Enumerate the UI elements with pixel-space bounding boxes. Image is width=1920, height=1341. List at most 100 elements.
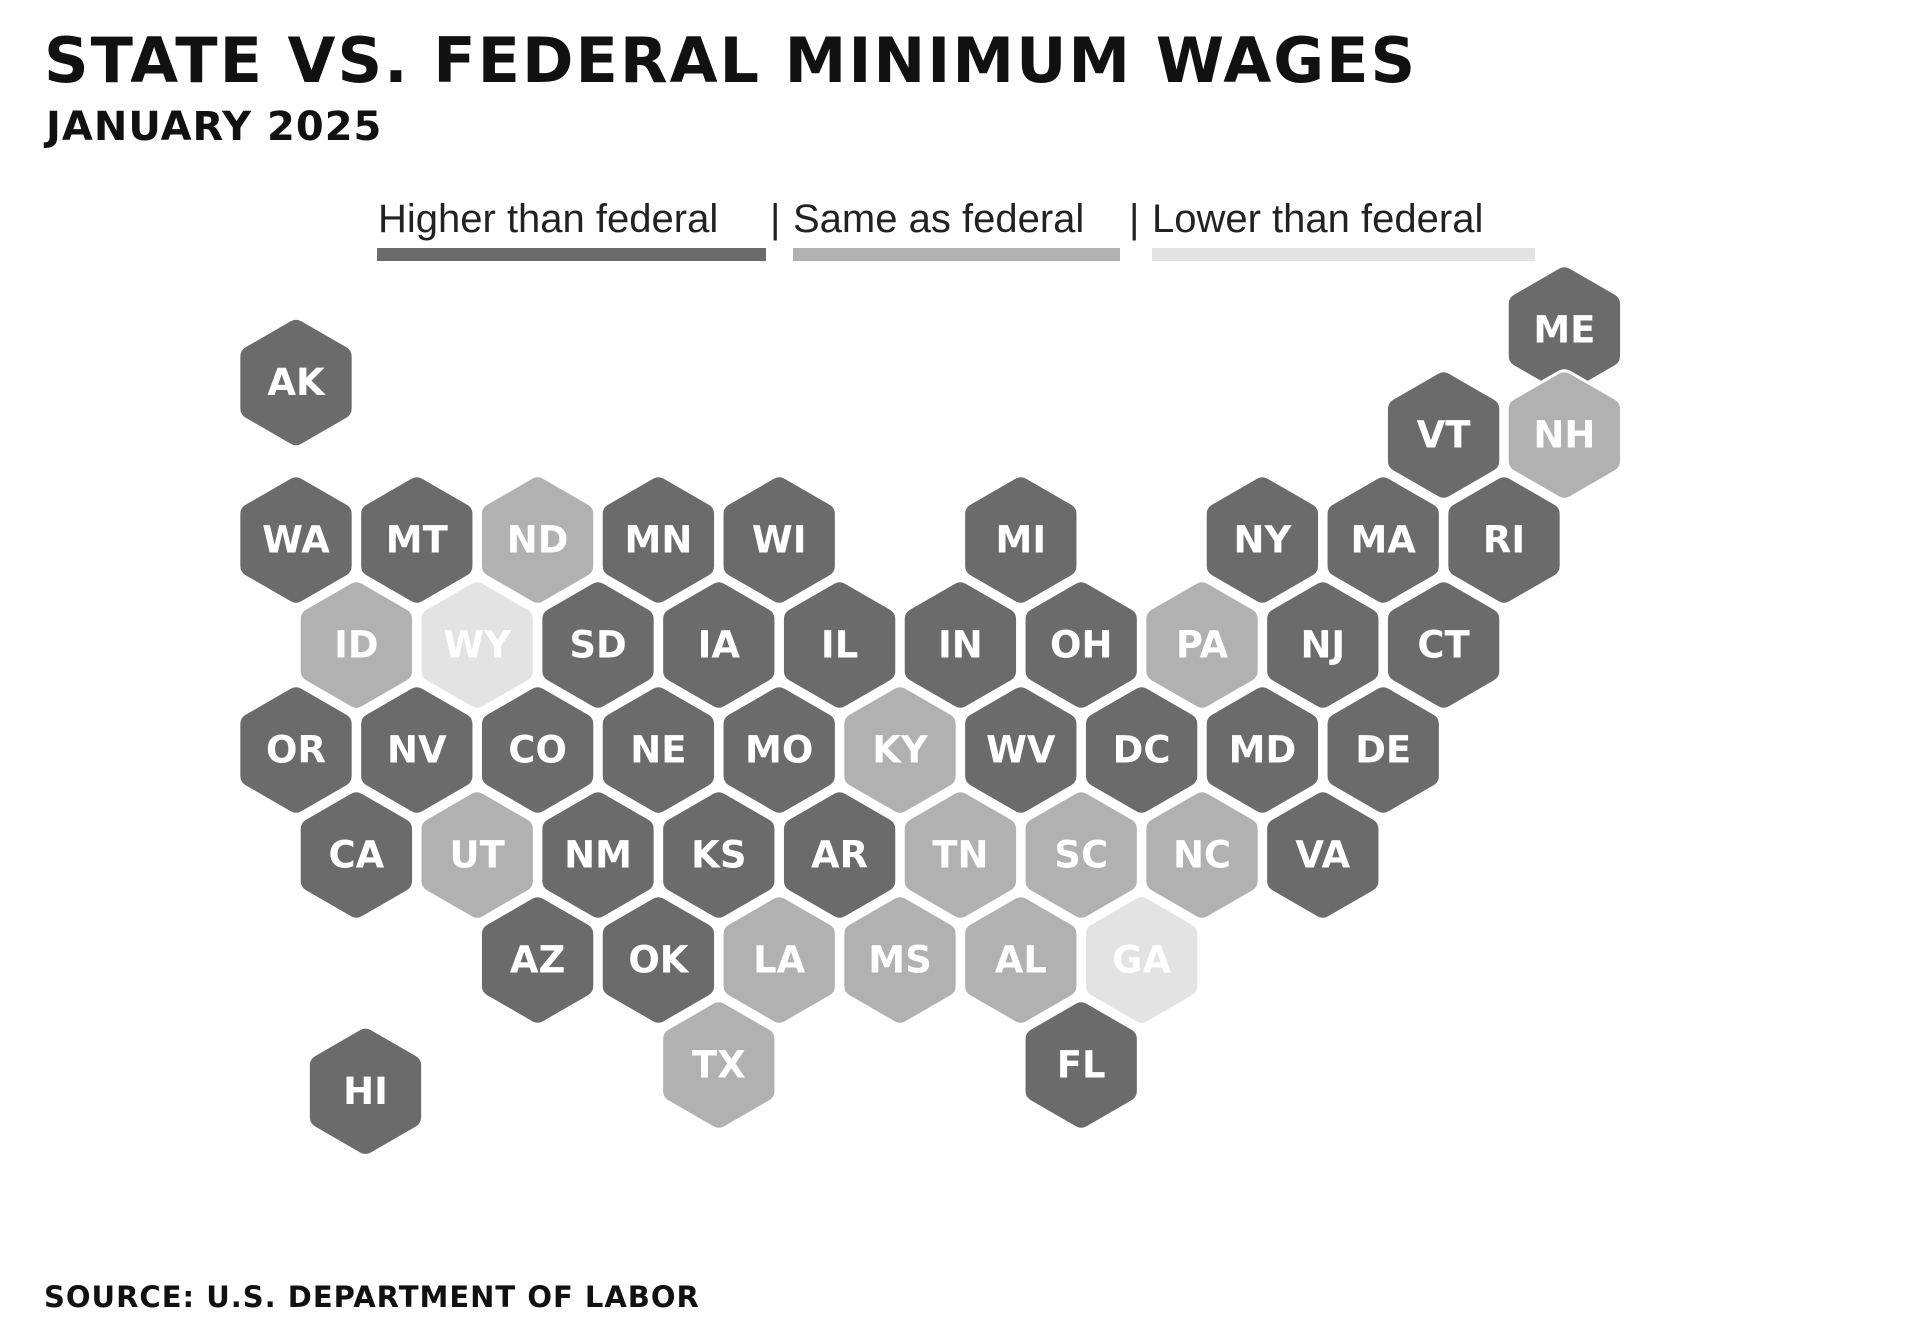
state-label: VA	[1295, 834, 1350, 877]
legend-separator: |	[770, 197, 780, 241]
state-hex-al: AL	[962, 894, 1080, 1026]
state-hex-shape	[841, 894, 959, 1026]
state-hex-ny: NY	[1203, 474, 1322, 606]
state-label: NH	[1533, 414, 1595, 457]
state-label: NJ	[1300, 624, 1345, 667]
state-hex-shape	[297, 579, 416, 711]
state-hex-oh: OH	[1022, 579, 1140, 711]
state-hex-shape	[1022, 789, 1140, 921]
state-hex-shape	[1143, 579, 1261, 711]
state-label: IL	[821, 624, 858, 667]
state-hex-wa: WA	[237, 474, 355, 606]
state-label: HI	[343, 1070, 388, 1113]
state-label: ID	[334, 624, 378, 667]
state-hex-shape	[901, 579, 1020, 711]
state-label: ND	[507, 519, 569, 562]
state-hex-shape	[720, 474, 838, 606]
state-hex-va: VA	[1264, 789, 1382, 921]
state-label: MI	[996, 519, 1047, 562]
state-label: NV	[387, 729, 447, 772]
state-hex-ks: KS	[660, 789, 778, 921]
state-hex-hi: HI	[306, 1025, 425, 1158]
state-hex-shape	[478, 894, 597, 1026]
state-hex-ia: IA	[660, 579, 778, 711]
state-hex-shape	[720, 894, 838, 1026]
state-label: TX	[692, 1044, 746, 1087]
state-label: SD	[569, 624, 626, 667]
state-hex-pa: PA	[1143, 579, 1261, 711]
state-label: WA	[262, 519, 330, 562]
state-hex-shape	[720, 684, 838, 816]
state-label: CO	[508, 729, 567, 772]
state-hex-mn: MN	[599, 474, 718, 606]
state-label: OK	[628, 939, 689, 982]
state-hex-az: AZ	[478, 894, 597, 1026]
state-hex-ca: CA	[297, 789, 416, 921]
state-hex-shape	[1324, 684, 1442, 816]
state-hex-shape	[962, 684, 1080, 816]
state-label: KS	[691, 834, 746, 877]
legend: Higher than federal | Same as federal | …	[377, 197, 1535, 261]
state-hex-shape	[660, 579, 778, 711]
legend-label-higher: Higher than federal	[378, 197, 718, 241]
state-hex-shape	[599, 684, 718, 816]
legend-label-lower: Lower than federal	[1152, 197, 1483, 241]
state-hex-ne: NE	[599, 684, 718, 816]
state-hex-dc: DC	[1082, 684, 1201, 816]
state-label: VT	[1417, 414, 1472, 457]
state-hex-shape	[660, 789, 778, 921]
state-hex-ms: MS	[841, 894, 959, 1026]
state-label: FL	[1057, 1044, 1106, 1087]
state-label: MO	[745, 729, 813, 772]
state-hex-shape	[599, 894, 718, 1026]
state-hex-shape	[1082, 684, 1201, 816]
state-label: WY	[443, 624, 512, 667]
state-hex-shape	[1505, 369, 1624, 501]
state-hex-sc: SC	[1022, 789, 1140, 921]
state-label: MA	[1350, 519, 1416, 562]
state-hex-il: IL	[780, 579, 899, 711]
state-label: OH	[1050, 624, 1112, 667]
state-hexes: ME AK VT NH WA MT ND MN WI MI NY MA RI ID WY SD IA IL IN OH…	[237, 264, 1624, 1158]
state-label: PA	[1176, 624, 1229, 667]
state-hex-mi: MI	[962, 474, 1080, 606]
state-hex-co: CO	[478, 684, 597, 816]
state-hex-shape	[539, 579, 657, 711]
state-hex-ar: AR	[780, 789, 899, 921]
state-label: AR	[811, 834, 868, 877]
state-label: UT	[450, 834, 506, 877]
state-label: MS	[868, 939, 931, 982]
state-hex-nm: NM	[539, 789, 657, 921]
state-hex-shape	[780, 579, 899, 711]
state-hex-wy: WY	[418, 579, 536, 711]
state-hex-shape	[1082, 894, 1201, 1026]
page-title: STATE VS. FEDERAL MINIMUM WAGES	[44, 24, 1418, 97]
state-hex-shape	[418, 579, 536, 711]
state-label: GA	[1112, 939, 1171, 982]
state-hex-nc: NC	[1143, 789, 1261, 921]
state-hex-nv: NV	[358, 684, 476, 816]
state-hex-shape	[358, 684, 476, 816]
state-label: TN	[932, 834, 988, 877]
state-hex-shape	[1203, 474, 1322, 606]
state-hex-wv: WV	[962, 684, 1080, 816]
state-hex-shape	[599, 474, 718, 606]
state-hex-ma: MA	[1324, 474, 1442, 606]
state-label: DC	[1113, 729, 1171, 772]
state-hex-sd: SD	[539, 579, 657, 711]
state-hex-ct: CT	[1384, 579, 1503, 711]
state-hex-mo: MO	[720, 684, 838, 816]
state-hex-nj: NJ	[1264, 579, 1382, 711]
state-hex-ut: UT	[418, 789, 536, 921]
state-hex-shape	[901, 789, 1020, 921]
state-label: ME	[1533, 309, 1595, 352]
state-label: LA	[753, 939, 806, 982]
state-hex-tx: TX	[660, 999, 778, 1131]
state-hex-shape	[306, 1025, 425, 1158]
state-label: AZ	[510, 939, 565, 982]
state-hex-vt: VT	[1384, 369, 1503, 501]
state-label: AL	[995, 939, 1047, 982]
state-label: IA	[698, 624, 741, 667]
state-hex-shape	[1384, 579, 1503, 711]
